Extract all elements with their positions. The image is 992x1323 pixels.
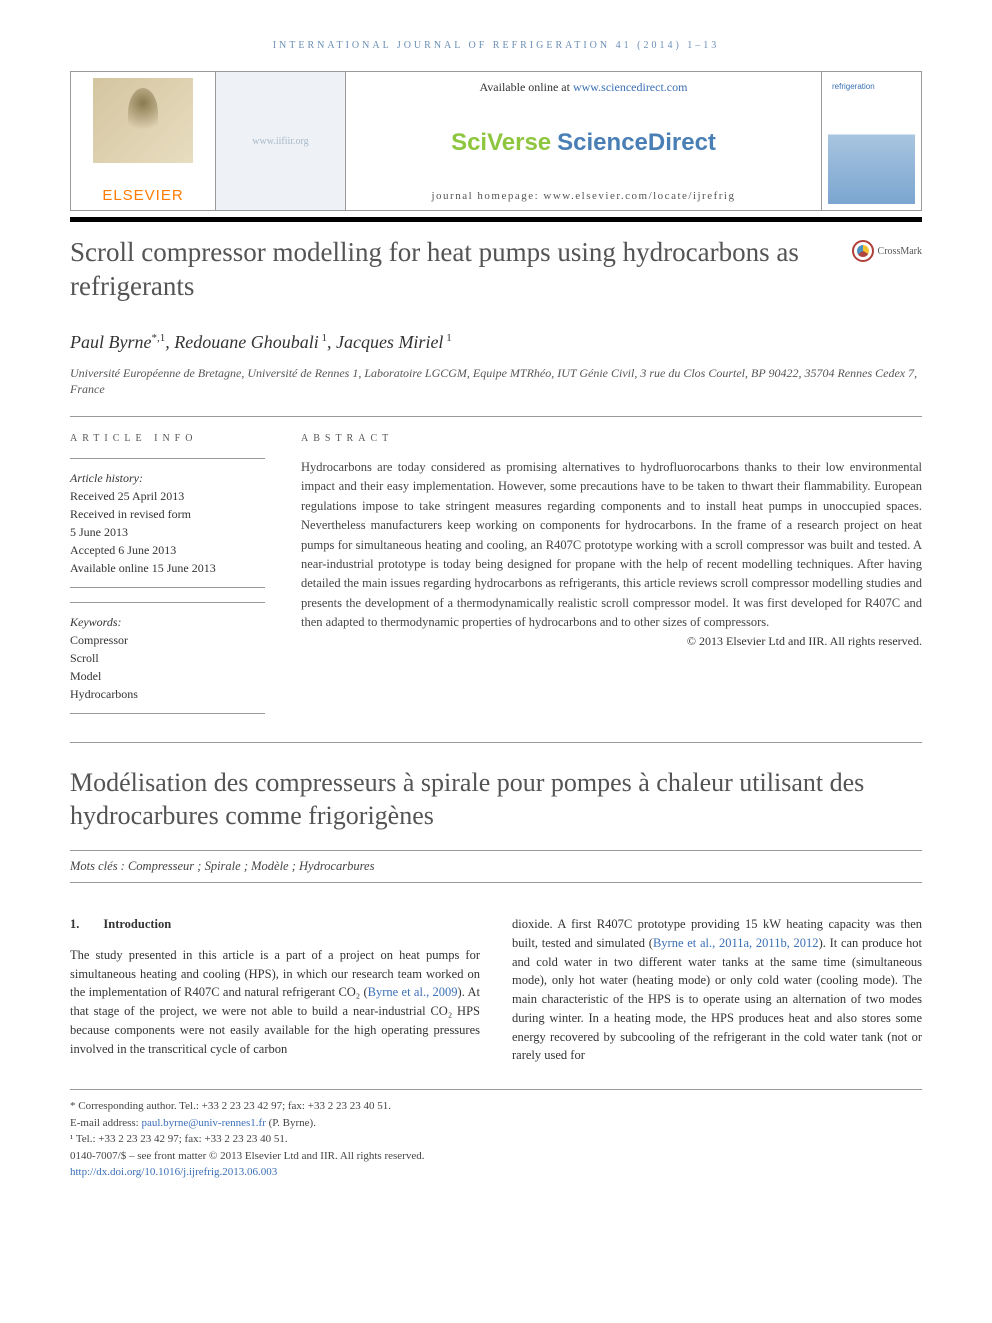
crossmark-label: CrossMark [878, 246, 922, 257]
journal-cover-block: refrigeration [821, 72, 921, 210]
divider-1 [70, 416, 922, 417]
email-link[interactable]: paul.byrne@univ-rennes1.fr [141, 1117, 265, 1129]
history-block: Article history: Received 25 April 2013 … [70, 458, 265, 588]
title-row: Scroll compressor modelling for heat pum… [70, 236, 922, 304]
divider-2 [70, 742, 922, 743]
tel-line: ¹ Tel.: +33 2 23 23 42 97; fax: +33 2 23… [70, 1131, 922, 1148]
article-info-col: ARTICLE INFO Article history: Received 2… [70, 433, 265, 728]
author-1-sup: *,1 [151, 332, 165, 344]
citation-link[interactable]: Byrne et al., 2011a, 2011b, 2012 [653, 936, 819, 950]
keywords-label: Keywords: [70, 613, 265, 631]
authors-line: Paul Byrne*,1, Redouane Ghoubali 1, Jacq… [70, 332, 922, 353]
author-3: Jacques Miriel [336, 332, 443, 352]
sciencedirect-block: Available online at www.sciencedirect.co… [346, 72, 821, 210]
crossmark-icon [852, 240, 874, 262]
article-info-head: ARTICLE INFO [70, 433, 265, 444]
iif-block: www.iifiir.org [216, 72, 346, 210]
section-title: Introduction [103, 917, 171, 931]
keywords-block: Keywords: Compressor Scroll Model Hydroc… [70, 602, 265, 714]
history-line: 5 June 2013 [70, 523, 265, 541]
journal-cover-thumb: refrigeration [828, 78, 915, 204]
elsevier-block: ELSEVIER [71, 72, 216, 210]
homepage-line: journal homepage: www.elsevier.com/locat… [366, 190, 801, 202]
body-col-left: 1. Introduction The study presented in th… [70, 915, 480, 1065]
section-number: 1. [70, 917, 79, 931]
email-suffix: (P. Byrne). [266, 1117, 316, 1129]
keyword: Hydrocarbons [70, 685, 265, 703]
body-paragraph: The study presented in this article is a… [70, 946, 480, 1059]
available-text: Available online at [480, 80, 573, 94]
elsevier-tree-icon [93, 78, 193, 163]
keyword: Compressor [70, 631, 265, 649]
body-paragraph: dioxide. A first R407C prototype providi… [512, 915, 922, 1065]
sciverse-logo: SciVerse ScienceDirect [366, 129, 801, 157]
abstract-copyright: © 2013 Elsevier Ltd and IIR. All rights … [301, 634, 922, 649]
author-2: Redouane Ghoubali [174, 332, 318, 352]
french-title: Modélisation des compresseurs à spirale … [70, 767, 922, 832]
front-matter-line: 0140-7007/$ – see front matter © 2013 El… [70, 1148, 922, 1165]
available-online-line: Available online at www.sciencedirect.co… [366, 80, 801, 95]
elsevier-logo-text: ELSEVIER [102, 187, 183, 204]
history-label: Article history: [70, 469, 265, 487]
footnotes: * Corresponding author. Tel.: +33 2 23 2… [70, 1089, 922, 1181]
email-label: E-mail address: [70, 1117, 141, 1129]
author-2-sup: 1 [319, 332, 327, 344]
body-col-right: dioxide. A first R407C prototype providi… [512, 915, 922, 1065]
section-heading: 1. Introduction [70, 915, 480, 934]
body-text: ). It can produce hot and cold water in … [512, 936, 922, 1063]
abstract-col: ABSTRACT Hydrocarbons are today consider… [301, 433, 922, 728]
sciverse-word: SciVerse [451, 129, 551, 157]
header-box: ELSEVIER www.iifiir.org Available online… [70, 71, 922, 211]
citation-link[interactable]: Byrne et al., 2009 [368, 985, 458, 999]
journal-header: INTERNATIONAL JOURNAL OF REFRIGERATION 4… [70, 40, 922, 51]
history-line: Received in revised form [70, 505, 265, 523]
iif-url: www.iifiir.org [252, 136, 308, 147]
sciencedirect-link[interactable]: www.sciencedirect.com [573, 80, 688, 94]
keyword: Model [70, 667, 265, 685]
body-columns: 1. Introduction The study presented in th… [70, 915, 922, 1065]
black-bar [70, 217, 922, 222]
history-line: Available online 15 June 2013 [70, 559, 265, 577]
history-line: Accepted 6 June 2013 [70, 541, 265, 559]
email-line: E-mail address: paul.byrne@univ-rennes1.… [70, 1115, 922, 1132]
author-1: Paul Byrne [70, 332, 151, 352]
cover-title: refrigeration [832, 82, 875, 91]
affiliation: Université Européenne de Bretagne, Unive… [70, 365, 922, 399]
info-abstract-row: ARTICLE INFO Article history: Received 2… [70, 433, 922, 728]
crossmark-badge[interactable]: CrossMark [852, 240, 922, 262]
author-3-sup: 1 [443, 332, 451, 344]
sciencedirect-word: ScienceDirect [557, 129, 716, 157]
history-line: Received 25 April 2013 [70, 487, 265, 505]
abstract-head: ABSTRACT [301, 433, 922, 444]
article-title: Scroll compressor modelling for heat pum… [70, 236, 832, 304]
keyword: Scroll [70, 649, 265, 667]
corresponding-author: * Corresponding author. Tel.: +33 2 23 2… [70, 1098, 922, 1115]
abstract-text: Hydrocarbons are today considered as pro… [301, 458, 922, 632]
mots-cles: Mots clés : Compresseur ; Spirale ; Modè… [70, 850, 922, 883]
doi-link[interactable]: http://dx.doi.org/10.1016/j.ijrefrig.201… [70, 1166, 277, 1178]
